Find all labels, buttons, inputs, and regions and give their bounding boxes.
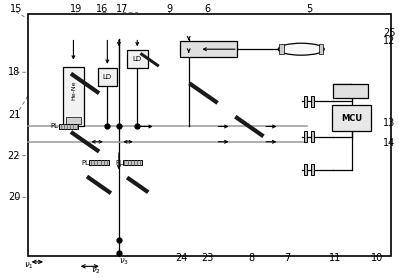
Bar — [180, 41, 237, 57]
Text: 13: 13 — [383, 118, 395, 128]
Text: 9: 9 — [166, 4, 173, 14]
Text: PL: PL — [82, 160, 90, 166]
Text: LD: LD — [103, 74, 112, 80]
Text: LD: LD — [133, 56, 142, 62]
Text: 5: 5 — [306, 4, 312, 14]
Bar — [63, 67, 84, 126]
Bar — [59, 124, 78, 129]
Text: 18: 18 — [8, 67, 20, 77]
Text: He-Ne: He-Ne — [71, 81, 76, 100]
Text: 19: 19 — [70, 4, 82, 14]
Bar — [333, 84, 368, 98]
Bar — [311, 131, 314, 142]
Text: 15: 15 — [10, 4, 22, 14]
Text: 25: 25 — [383, 28, 395, 38]
Text: 23: 23 — [201, 253, 214, 263]
Text: 6: 6 — [204, 4, 211, 14]
Bar — [311, 164, 314, 175]
Bar — [127, 50, 148, 68]
Bar — [123, 160, 142, 165]
Text: 10: 10 — [371, 253, 383, 263]
Bar — [304, 131, 307, 142]
Text: 21: 21 — [8, 110, 20, 120]
Text: 22: 22 — [8, 151, 20, 161]
Text: $\nu_1$: $\nu_1$ — [24, 261, 34, 271]
Text: $\nu_3$: $\nu_3$ — [119, 257, 129, 267]
Text: 11: 11 — [329, 253, 341, 263]
Text: 7: 7 — [284, 253, 290, 263]
Text: 12: 12 — [383, 36, 395, 46]
Text: 20: 20 — [8, 192, 20, 202]
Text: MCU: MCU — [341, 113, 362, 123]
Text: 17: 17 — [115, 4, 128, 14]
Text: PL: PL — [116, 160, 124, 166]
Bar — [304, 164, 307, 175]
Text: 8: 8 — [248, 253, 255, 263]
Text: 24: 24 — [175, 253, 188, 263]
Text: PL: PL — [51, 123, 59, 130]
Bar — [318, 44, 323, 54]
Bar — [98, 68, 117, 86]
Ellipse shape — [279, 43, 324, 55]
Bar — [311, 96, 314, 107]
Text: $\nu_2$: $\nu_2$ — [91, 266, 101, 276]
Bar — [332, 105, 371, 131]
Bar — [304, 96, 307, 107]
Text: 14: 14 — [383, 138, 395, 148]
Bar — [28, 14, 391, 256]
Bar — [279, 44, 284, 54]
Bar — [89, 160, 109, 165]
Bar — [66, 117, 81, 124]
Text: 16: 16 — [96, 4, 108, 14]
